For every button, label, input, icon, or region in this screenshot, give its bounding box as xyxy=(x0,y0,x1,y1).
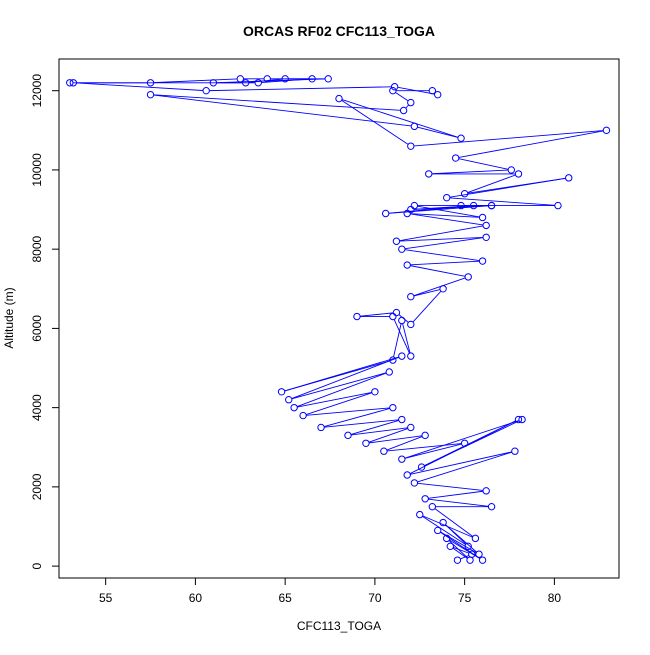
y-tick-label-0: 0 xyxy=(30,562,44,569)
y-tick-label-1: 2000 xyxy=(30,473,44,500)
chart-title: ORCAS RF02 CFC113_TOGA xyxy=(243,23,435,39)
y-tick-label-6: 12000 xyxy=(30,74,44,108)
x-tick-label-2: 65 xyxy=(278,591,292,605)
y-axis-label: Altitude (m) xyxy=(2,287,16,348)
y-tick-label-5: 10000 xyxy=(30,153,44,187)
x-tick-label-0: 55 xyxy=(99,591,113,605)
y-tick-label-4: 8000 xyxy=(30,235,44,262)
x-tick-label-3: 70 xyxy=(368,591,382,605)
x-tick-label-5: 80 xyxy=(548,591,562,605)
x-tick-label-1: 60 xyxy=(189,591,203,605)
y-tick-label-3: 6000 xyxy=(30,315,44,342)
y-tick-label-2: 4000 xyxy=(30,394,44,421)
x-axis-label: CFC113_TOGA xyxy=(297,619,381,633)
x-tick-label-4: 75 xyxy=(458,591,472,605)
